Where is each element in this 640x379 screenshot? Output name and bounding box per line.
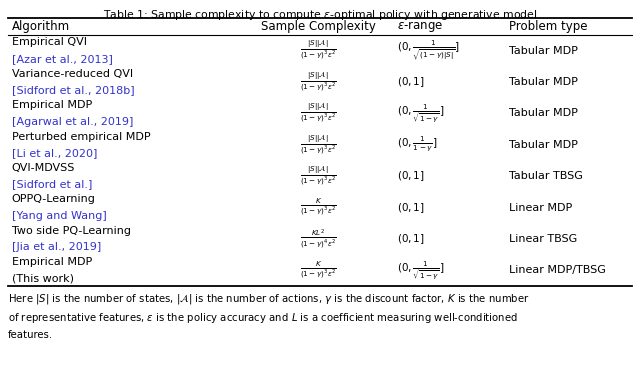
Text: $\frac{|S||\mathcal{A}|}{(1-\gamma)^3\epsilon^2}$: $\frac{|S||\mathcal{A}|}{(1-\gamma)^3\ep… (300, 102, 337, 125)
Text: Linear MDP: Linear MDP (509, 203, 572, 213)
Text: $\frac{|S||\mathcal{A}|}{(1-\gamma)^3\epsilon^2}$: $\frac{|S||\mathcal{A}|}{(1-\gamma)^3\ep… (300, 164, 337, 188)
Text: Empirical MDP: Empirical MDP (12, 100, 92, 110)
Text: $\epsilon$-range: $\epsilon$-range (397, 19, 443, 34)
Text: [Li et al., 2020]: [Li et al., 2020] (12, 148, 97, 158)
Text: $(0, \frac{1}{\sqrt{1-\gamma}}]$: $(0, \frac{1}{\sqrt{1-\gamma}}]$ (397, 102, 444, 125)
Text: Sample Complexity: Sample Complexity (260, 20, 376, 33)
Text: $(0, 1]$: $(0, 1]$ (397, 201, 424, 215)
Text: $\frac{|S||\mathcal{A}|}{(1-\gamma)^3\epsilon^2}$: $\frac{|S||\mathcal{A}|}{(1-\gamma)^3\ep… (300, 39, 337, 62)
Text: [Yang and Wang]: [Yang and Wang] (12, 211, 106, 221)
Text: Tabular MDP: Tabular MDP (509, 108, 578, 118)
Text: (This work): (This work) (12, 274, 74, 283)
Text: $(0, \frac{1}{1-\gamma}]$: $(0, \frac{1}{1-\gamma}]$ (397, 135, 437, 154)
Text: Empirical MDP: Empirical MDP (12, 257, 92, 267)
Text: [Sidford et al.]: [Sidford et al.] (12, 179, 92, 190)
Text: Problem type: Problem type (509, 20, 588, 33)
Text: Linear TBSG: Linear TBSG (509, 234, 577, 244)
Text: $(0, 1]$: $(0, 1]$ (397, 232, 424, 246)
Text: Tabular MDP: Tabular MDP (509, 45, 578, 56)
Text: $\frac{K}{(1-\gamma)^3\epsilon^2}$: $\frac{K}{(1-\gamma)^3\epsilon^2}$ (300, 260, 337, 281)
Text: [Jia et al., 2019]: [Jia et al., 2019] (12, 242, 100, 252)
Text: OPPQ-Learning: OPPQ-Learning (12, 194, 95, 204)
Text: $(0, 1]$: $(0, 1]$ (397, 75, 424, 89)
Text: [Agarwal et al., 2019]: [Agarwal et al., 2019] (12, 117, 133, 127)
Text: Tabular MDP: Tabular MDP (509, 77, 578, 87)
Text: Perturbed empirical MDP: Perturbed empirical MDP (12, 132, 150, 142)
Text: $(0, \frac{1}{\sqrt{1-\gamma}}]$: $(0, \frac{1}{\sqrt{1-\gamma}}]$ (397, 259, 444, 282)
Text: Two side PQ-Learning: Two side PQ-Learning (12, 226, 131, 236)
Text: $\frac{K}{(1-\gamma)^3\epsilon^2}$: $\frac{K}{(1-\gamma)^3\epsilon^2}$ (300, 197, 337, 218)
Text: Empirical QVI: Empirical QVI (12, 38, 86, 47)
Text: [Sidford et al., 2018b]: [Sidford et al., 2018b] (12, 85, 134, 95)
Text: [Azar et al., 2013]: [Azar et al., 2013] (12, 54, 113, 64)
Text: Here $|S|$ is the number of states, $|\mathcal{A}|$ is the number of actions, $\: Here $|S|$ is the number of states, $|\m… (8, 292, 529, 340)
Text: QVI-MDVSS: QVI-MDVSS (12, 163, 75, 173)
Text: $\frac{|S||\mathcal{A}|}{(1-\gamma)^3\epsilon^2}$: $\frac{|S||\mathcal{A}|}{(1-\gamma)^3\ep… (300, 133, 337, 157)
Text: Variance-reduced QVI: Variance-reduced QVI (12, 69, 132, 79)
Text: Table 1: Sample complexity to compute $\epsilon$-optimal policy with generative : Table 1: Sample complexity to compute $\… (103, 8, 537, 22)
Text: Tabular TBSG: Tabular TBSG (509, 171, 582, 181)
Text: $\frac{|S||\mathcal{A}|}{(1-\gamma)^3\epsilon^2}$: $\frac{|S||\mathcal{A}|}{(1-\gamma)^3\ep… (300, 70, 337, 94)
Text: Tabular MDP: Tabular MDP (509, 140, 578, 150)
Text: $(0, \frac{1}{\sqrt{(1-\gamma)|S|}}]$: $(0, \frac{1}{\sqrt{(1-\gamma)|S|}}]$ (397, 39, 460, 62)
Text: Linear MDP/TBSG: Linear MDP/TBSG (509, 265, 605, 276)
Text: $(0, 1]$: $(0, 1]$ (397, 169, 424, 183)
Text: Algorithm: Algorithm (12, 20, 70, 33)
Text: $\frac{KL^2}{(1-\gamma)^4\epsilon^2}$: $\frac{KL^2}{(1-\gamma)^4\epsilon^2}$ (300, 228, 337, 251)
